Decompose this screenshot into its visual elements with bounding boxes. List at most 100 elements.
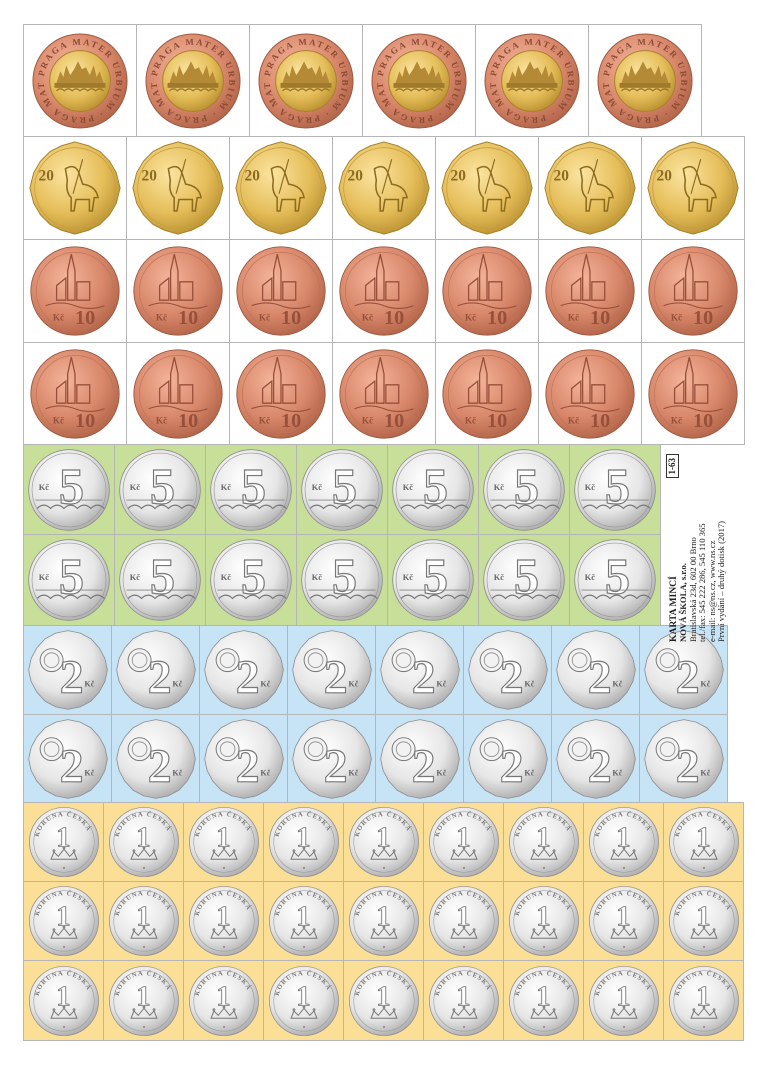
coin-2-icon [379, 629, 461, 711]
coin-cell-20 [641, 136, 745, 240]
coin-cell-10 [126, 342, 230, 445]
coin-cell-20 [538, 136, 642, 240]
coin-cell-1 [23, 881, 104, 961]
coin-1-icon [188, 806, 260, 878]
coin-cell-5 [114, 534, 206, 626]
publisher-info: 1-63 KARTA MINCÍ NOVÁ ŠKOLA, s.r.o. Brat… [666, 452, 726, 642]
coin-cell-10 [332, 342, 436, 445]
coin-cell-1 [663, 802, 744, 882]
coin-cell-5 [478, 534, 570, 626]
coin-1-icon [108, 806, 180, 878]
coin-20-icon [233, 140, 329, 236]
coin-cell-1 [423, 802, 504, 882]
coin-2-icon [27, 629, 109, 711]
coin-10-icon [441, 245, 533, 337]
coin-cell-2 [287, 714, 376, 803]
row-2kc-b [23, 714, 728, 803]
coin-5-icon [573, 538, 657, 622]
coin-50-icon [596, 32, 694, 130]
coin-1-icon [428, 885, 500, 957]
row-50kc [23, 24, 702, 137]
coin-20-icon [542, 140, 638, 236]
coin-10-icon [132, 245, 224, 337]
coin-10-icon [338, 245, 430, 337]
coin-20-icon [645, 140, 741, 236]
coin-10-icon [29, 245, 121, 337]
coin-cell-10 [229, 342, 333, 445]
coin-50-icon [257, 32, 355, 130]
coin-20-icon [439, 140, 535, 236]
coin-cell-10 [538, 342, 642, 445]
coin-cell-10 [641, 239, 745, 343]
coin-20-icon [130, 140, 226, 236]
coin-cell-1 [263, 802, 344, 882]
coin-20-icon [336, 140, 432, 236]
coin-1-icon [508, 965, 580, 1037]
coin-cell-1 [103, 802, 184, 882]
coin-cell-2 [375, 625, 464, 715]
coin-cell-10 [332, 239, 436, 343]
coin-5-icon [482, 538, 566, 622]
coin-10-icon [647, 245, 739, 337]
coin-cell-20 [23, 136, 127, 240]
coin-cell-2 [639, 714, 728, 803]
coin-cell-2 [199, 714, 288, 803]
coin-5-icon [118, 448, 202, 532]
publisher-info-text: 1-63 KARTA MINCÍ NOVÁ ŠKOLA, s.r.o. Brat… [666, 452, 726, 642]
coin-1-icon [348, 885, 420, 957]
edition-note: První vydání – druhý dotisk (2017) [716, 520, 727, 642]
coin-10-icon [132, 348, 224, 440]
coin-cell-5 [205, 444, 297, 535]
coin-cell-20 [229, 136, 333, 240]
row-1kc-a [23, 802, 744, 882]
coin-1-icon [28, 965, 100, 1037]
coin-10-icon [647, 348, 739, 440]
coin-1-icon [588, 806, 660, 878]
coin-cell-2 [463, 625, 552, 715]
coin-1-icon [188, 965, 260, 1037]
coin-50-icon [483, 32, 581, 130]
coin-cell-5 [478, 444, 570, 535]
coin-10-icon [338, 348, 430, 440]
coin-cell-1 [23, 960, 104, 1041]
coin-2-icon [203, 718, 285, 800]
coin-cell-1 [503, 802, 584, 882]
coin-1-icon [668, 806, 740, 878]
coin-cell-5 [23, 534, 115, 626]
coin-10-icon [235, 245, 327, 337]
coin-50-icon [31, 32, 129, 130]
coin-cell-1 [583, 802, 664, 882]
row-1kc-b [23, 881, 744, 961]
coin-cell-1 [583, 960, 664, 1041]
coin-1-icon [268, 806, 340, 878]
coin-cell-2 [463, 714, 552, 803]
row-10kc-a [23, 239, 745, 343]
coin-1-icon [508, 806, 580, 878]
coin-cell-1 [183, 802, 264, 882]
coin-cell-50 [475, 24, 589, 137]
row-10kc-b [23, 342, 745, 445]
coin-cell-2 [23, 625, 112, 715]
coin-cell-50 [362, 24, 476, 137]
sheet-code: 1-63 [666, 454, 679, 479]
coin-20-icon [27, 140, 123, 236]
coin-cell-1 [583, 881, 664, 961]
coin-cell-2 [111, 714, 200, 803]
coin-10-icon [235, 348, 327, 440]
coin-5-icon [27, 448, 111, 532]
coin-cell-5 [569, 534, 661, 626]
coin-cell-1 [343, 802, 424, 882]
coin-cell-10 [229, 239, 333, 343]
coin-1-icon [588, 965, 660, 1037]
coin-2-icon [467, 718, 549, 800]
coin-cell-2 [111, 625, 200, 715]
coin-1-icon [588, 885, 660, 957]
coin-2-icon [555, 718, 637, 800]
coin-5-icon [209, 538, 293, 622]
row-5kc-b [23, 534, 661, 626]
coin-cell-5 [114, 444, 206, 535]
coin-cell-2 [199, 625, 288, 715]
coin-1-icon [428, 965, 500, 1037]
coin-cell-5 [296, 444, 388, 535]
coin-cell-20 [126, 136, 230, 240]
